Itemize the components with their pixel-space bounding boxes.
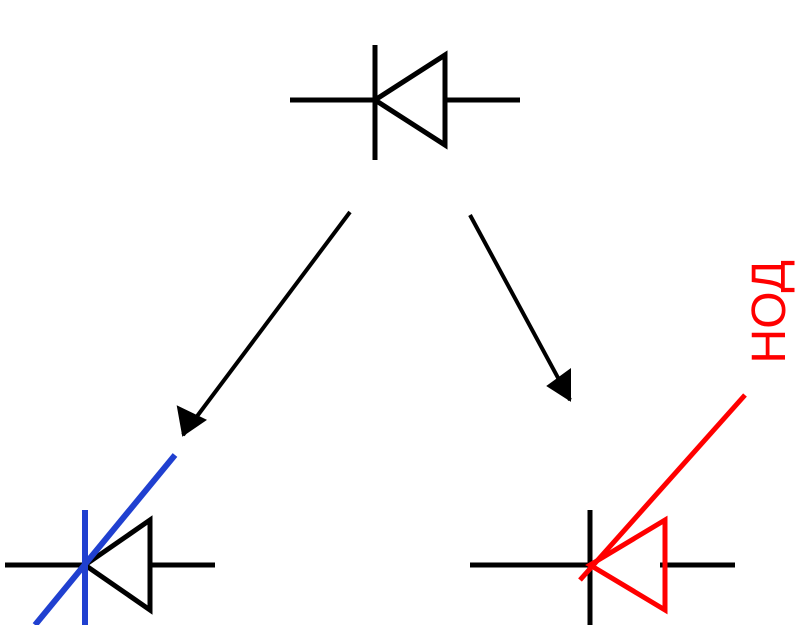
diode-tree-diagram: НОД [0, 0, 807, 625]
nod-label: НОД [742, 260, 797, 363]
left-diode-diagonal-accent [35, 455, 175, 625]
right-diode-triangle [590, 520, 665, 610]
right-diode-symbol [470, 395, 745, 625]
top-diode-triangle [375, 55, 445, 145]
diagram-svg [0, 0, 807, 625]
arrow-right [470, 215, 570, 400]
arrow-right-head [548, 370, 570, 400]
left-diode-triangle [85, 520, 150, 610]
top-diode-symbol [290, 45, 520, 160]
arrow-left [178, 212, 350, 435]
left-diode-symbol [5, 455, 215, 625]
